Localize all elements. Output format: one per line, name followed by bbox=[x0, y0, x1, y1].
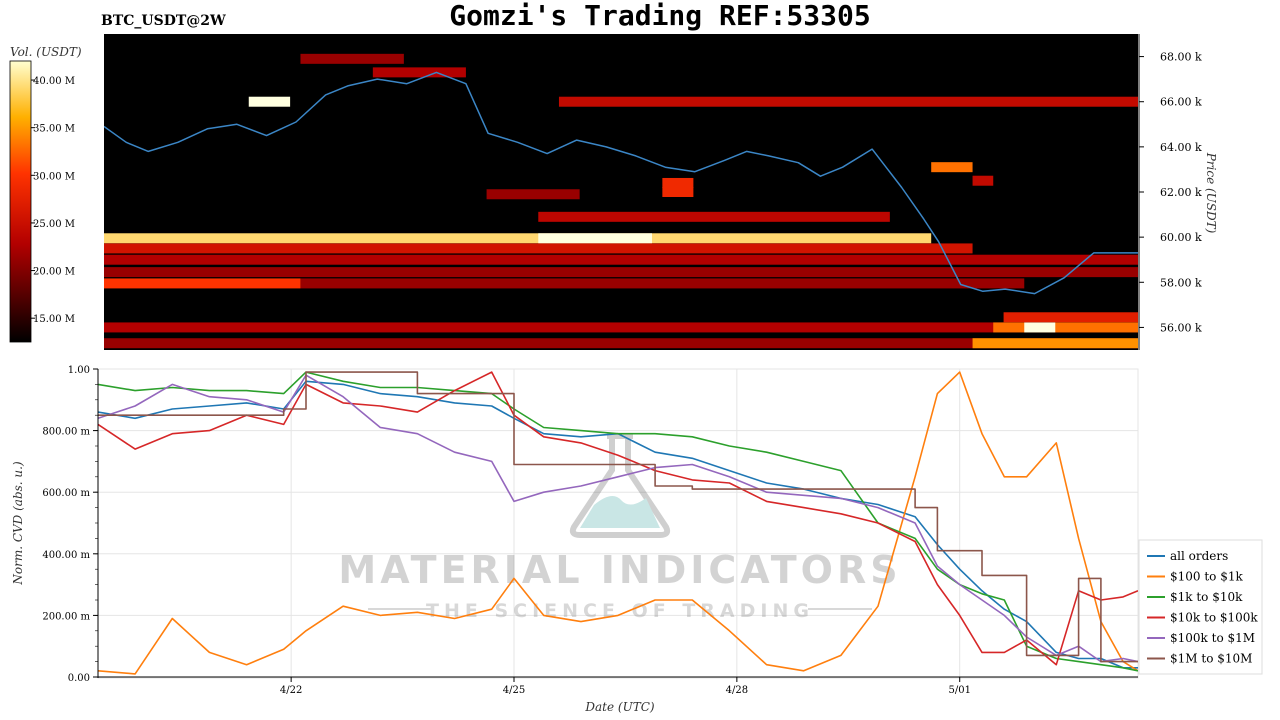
colorbar-tick-label: 35.00 M bbox=[33, 124, 75, 135]
cvd-plot-area bbox=[97, 368, 1139, 679]
liquidity-band bbox=[972, 338, 1138, 349]
watermark-brand: MATERIAL INDICATORS bbox=[338, 548, 901, 592]
cvd-x-axis-label: Date (UTC) bbox=[584, 700, 654, 714]
price-tick-label: 64.00 k bbox=[1160, 141, 1202, 154]
price-line bbox=[104, 71, 1138, 295]
colorbar-tick-label: 20.00 M bbox=[33, 267, 75, 278]
liquidity-band bbox=[104, 233, 932, 244]
liquidity-band bbox=[486, 189, 580, 200]
heatmap-bands bbox=[104, 53, 1138, 349]
liquidity-band bbox=[662, 177, 694, 188]
liquidity-band bbox=[104, 278, 301, 289]
heatmap-background bbox=[104, 34, 1138, 350]
liquidity-band bbox=[993, 322, 1138, 333]
price-tick-label: 56.00 k bbox=[1160, 321, 1202, 334]
cvd-x-ticks: 4/22 4/25 4/28 5/01 bbox=[280, 677, 971, 696]
liquidity-band bbox=[104, 322, 1138, 333]
cvd-x-tick-label: 4/28 bbox=[726, 685, 748, 696]
liquidity-band bbox=[1003, 312, 1138, 323]
liquidity-band bbox=[300, 278, 1025, 289]
cvd-series-line bbox=[98, 371, 1138, 672]
liquidity-band bbox=[104, 243, 973, 254]
liquidity-band bbox=[300, 53, 404, 64]
chart-title: Gomzi's Trading REF:53305 bbox=[449, 0, 870, 32]
legend-label: $1M to $10M bbox=[1170, 652, 1252, 666]
liquidity-band bbox=[972, 175, 994, 186]
price-axis-label: Price (USDT) bbox=[1204, 152, 1218, 234]
cvd-series-line bbox=[98, 371, 1138, 666]
colorbar-label: Vol. (USDT) bbox=[10, 45, 82, 59]
cvd-x-tick-label: 4/25 bbox=[503, 685, 525, 696]
liquidity-band bbox=[372, 67, 466, 78]
cvd-y-tick-label: 1.00 bbox=[68, 365, 90, 376]
price-tick-label: 60.00 k bbox=[1160, 231, 1202, 244]
cvd-series-lines bbox=[98, 371, 1138, 675]
liquidity-band bbox=[104, 254, 1138, 265]
price-tick-label: 68.00 k bbox=[1160, 51, 1202, 64]
colorbar-ticks: 15.00 M 20.00 M 25.00 M 30.00 M 35.00 M 40.00… bbox=[31, 76, 75, 325]
flask-icon bbox=[569, 433, 671, 538]
price-tick-label: 66.00 k bbox=[1160, 96, 1202, 109]
price-axis-ticks: 56.00 k 58.00 k 60.00 k 62.00 k 64.00 k 66.00… bbox=[1139, 51, 1202, 334]
legend-label: $100k to $1M bbox=[1170, 631, 1255, 645]
liquidity-band bbox=[104, 267, 1138, 278]
colorbar-tick-label: 15.00 M bbox=[33, 314, 75, 325]
liquidity-band bbox=[931, 162, 973, 173]
symbol-label: BTC_USDT@2W bbox=[101, 13, 226, 29]
liquidity-band bbox=[558, 96, 1138, 107]
liquidity-band bbox=[104, 338, 1138, 349]
cvd-x-tick-label: 4/22 bbox=[280, 685, 302, 696]
legend-box bbox=[1138, 539, 1263, 675]
watermark: MATERIAL INDICATORS THE SCIENCE OF TRADI… bbox=[338, 433, 901, 622]
legend-label: $100 to $1k bbox=[1170, 570, 1243, 584]
price-tick-label: 58.00 k bbox=[1160, 276, 1202, 289]
cvd-series-line bbox=[98, 374, 1138, 663]
cvd-y-axis-label: Norm. CVD (abs. u.) bbox=[11, 461, 25, 586]
liquidity-band bbox=[662, 187, 694, 197]
price-tick-label: 62.00 k bbox=[1160, 186, 1202, 199]
liquidity-band bbox=[1024, 322, 1056, 333]
liquidity-band bbox=[248, 96, 291, 107]
cvd-y-tick-label: 400.00 m bbox=[42, 550, 90, 561]
liquidity-band bbox=[538, 211, 890, 222]
colorbar-tick-label: 30.00 M bbox=[33, 171, 75, 182]
cvd-y-tick-label: 600.00 m bbox=[42, 488, 90, 499]
legend: all orders $100 to $1k $1k to $10k $10k to … bbox=[1147, 549, 1258, 666]
colorbar bbox=[9, 60, 32, 343]
cvd-series-line bbox=[98, 371, 1138, 663]
cvd-y-tick-label: 800.00 m bbox=[42, 427, 90, 438]
legend-label: $10k to $100k bbox=[1170, 611, 1258, 625]
cvd-x-tick-label: 5/01 bbox=[948, 685, 970, 696]
legend-label: all orders bbox=[1170, 549, 1228, 563]
cvd-series-line bbox=[98, 371, 1138, 675]
legend-label: $1k to $10k bbox=[1170, 590, 1243, 604]
cvd-y-ticks: 0.00 200.00 m 400.00 m 600.00 m 800.00 m 1.00 bbox=[42, 365, 98, 684]
cvd-y-tick-label: 0.00 bbox=[68, 673, 90, 684]
colorbar-tick-label: 40.00 M bbox=[33, 76, 75, 87]
cvd-y-tick-label: 200.00 m bbox=[42, 611, 90, 622]
colorbar-tick-label: 25.00 M bbox=[33, 219, 75, 230]
liquidity-band bbox=[538, 233, 653, 244]
